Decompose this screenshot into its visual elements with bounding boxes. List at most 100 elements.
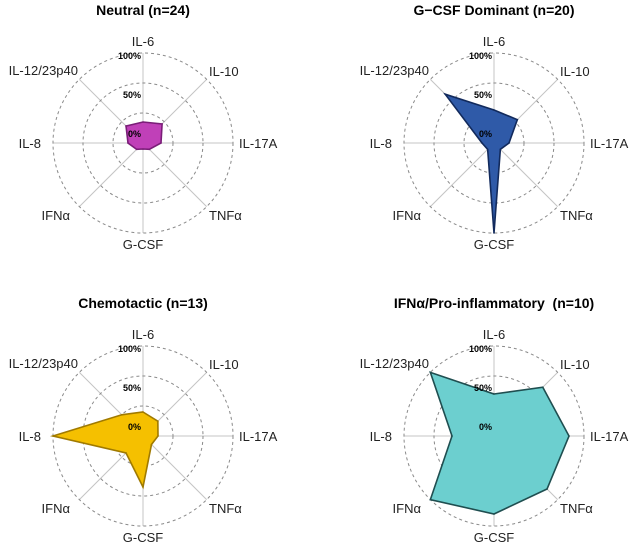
radar-point-tnf- [499, 148, 502, 151]
radar-point-ifn- [486, 148, 489, 151]
axis-label-gcsf: G-CSF [123, 530, 164, 545]
radar-panel-ifna-proinflammatory: IFNα/Pro-inflammatory (n=10) 100% 50% 0%… [360, 295, 629, 545]
panel-title: G−CSF Dominant (n=20) [413, 2, 574, 18]
radar-point-il-6 [142, 411, 144, 413]
radar-shape [125, 121, 163, 151]
axis-label-il12: IL-12/23p40 [9, 356, 78, 371]
radar-point-il-12-23p40 [125, 125, 127, 127]
ring-label-50: 50% [123, 383, 141, 393]
axis-label-ifna: IFNα [393, 501, 422, 516]
axis-label-il10: IL-10 [560, 64, 590, 79]
radar-point-g-csf [142, 148, 144, 150]
radar-spoke [142, 435, 207, 500]
radar-point-il-8 [451, 435, 453, 437]
axis-label-gcsf: G-CSF [474, 530, 515, 545]
radar-series-polygon [443, 92, 519, 234]
axis-label-il12: IL-12/23p40 [360, 356, 429, 371]
axis-label-ifna: IFNα [393, 208, 422, 223]
radar-point-il-10 [516, 118, 519, 121]
axis-label-il17a: IL-17A [590, 429, 629, 444]
ring-label-0: 0% [479, 422, 492, 432]
ring-label-100: 100% [469, 344, 492, 354]
radar-point-il-10 [541, 386, 544, 389]
ring-label-50: 50% [474, 383, 492, 393]
radar-shape [49, 411, 159, 490]
ring-label-100: 100% [469, 51, 492, 61]
axis-label-il6: IL-6 [132, 327, 154, 342]
radar-point-il-8 [127, 142, 129, 144]
axis-label-il6: IL-6 [132, 34, 154, 49]
radar-point-g-csf [493, 232, 495, 234]
panel-title: Chemotactic (n=13) [78, 295, 208, 311]
axis-label-il17a: IL-17A [239, 429, 278, 444]
radar-ring-0 [112, 112, 174, 174]
radar-shape [429, 371, 570, 515]
radar-point-ifn- [135, 148, 138, 151]
axis-label-tnfa: TNFα [209, 501, 242, 516]
radar-point-tnf- [546, 488, 548, 490]
ring-label-100: 100% [118, 344, 141, 354]
radar-point-ifn- [125, 452, 127, 454]
radar-point-il-17a [160, 142, 162, 144]
radar-point-il-12-23p40 [429, 371, 432, 374]
ring-label-0: 0% [128, 422, 141, 432]
axis-label-ifna: IFNα [42, 208, 71, 223]
radar-point-il-17a [568, 435, 570, 437]
ring-label-0: 0% [479, 129, 492, 139]
radar-spoke [79, 142, 144, 207]
radar-point-il-17a [157, 435, 159, 437]
axis-label-il10: IL-10 [209, 357, 239, 372]
axis-label-tnfa: TNFα [560, 208, 593, 223]
radar-point-tnf- [150, 443, 153, 446]
radar-ring-100 [403, 345, 585, 527]
axis-label-tnfa: TNFα [209, 208, 242, 223]
radar-series-polygon [49, 411, 159, 490]
radar-point-il-6 [493, 393, 495, 395]
radar-spoke [142, 142, 207, 207]
axis-label-il17a: IL-17A [590, 136, 629, 151]
ring-label-0: 0% [128, 129, 141, 139]
radar-ring-0 [112, 405, 174, 467]
radar-shape [443, 92, 519, 234]
radar-panel-chemotactic: Chemotactic (n=13) 100% 50% 0% IL-6 IL-1… [9, 295, 278, 545]
axis-label-il8: IL-8 [370, 429, 392, 444]
radar-panel-gcsf-dominant: G−CSF Dominant (n=20) 100% 50% 0% IL-6 I… [360, 2, 629, 252]
axis-label-il8: IL-8 [370, 136, 392, 151]
radar-ring-100 [403, 52, 585, 234]
radar-point-il-12-23p40 [444, 93, 447, 96]
panel-title: IFNα/Pro-inflammatory (n=10) [394, 295, 594, 311]
radar-point-il-10 [161, 123, 163, 125]
axis-label-il10: IL-10 [560, 357, 590, 372]
axis-label-il12: IL-12/23p40 [9, 63, 78, 78]
radar-ring-100 [52, 52, 234, 234]
axis-label-il8: IL-8 [19, 429, 41, 444]
radar-point-il-12-23p40 [120, 413, 123, 416]
radar-point-g-csf [493, 513, 495, 515]
radar-point-il-8 [481, 142, 483, 144]
radar-point-il-17a [508, 142, 510, 144]
radar-ring-0 [463, 112, 525, 174]
axis-label-il12: IL-12/23p40 [360, 63, 429, 78]
axis-label-gcsf: G-CSF [123, 237, 164, 252]
axis-label-tnfa: TNFα [560, 501, 593, 516]
radar-spoke [493, 142, 558, 207]
panel-title: Neutral (n=24) [96, 2, 190, 18]
axis-label-il17a: IL-17A [239, 136, 278, 151]
axis-label-il8: IL-8 [19, 136, 41, 151]
radar-point-il-8 [52, 435, 54, 437]
radar-panel-neutral: Neutral (n=24) 100% 50% 0% IL-6 IL-10 IL… [9, 2, 278, 252]
radar-spoke [430, 142, 495, 207]
axis-label-gcsf: G-CSF [474, 237, 515, 252]
axis-label-ifna: IFNα [42, 501, 71, 516]
radar-point-il-6 [142, 121, 144, 123]
radar-point-il-10 [157, 420, 159, 422]
radar-point-ifn- [429, 498, 432, 501]
radar-series-polygon [429, 371, 570, 515]
ring-label-100: 100% [118, 51, 141, 61]
radar-point-tnf- [148, 148, 151, 151]
ring-label-50: 50% [474, 90, 492, 100]
radar-ring-50 [433, 82, 555, 204]
axis-label-il6: IL-6 [483, 327, 505, 342]
axis-label-il6: IL-6 [483, 34, 505, 49]
